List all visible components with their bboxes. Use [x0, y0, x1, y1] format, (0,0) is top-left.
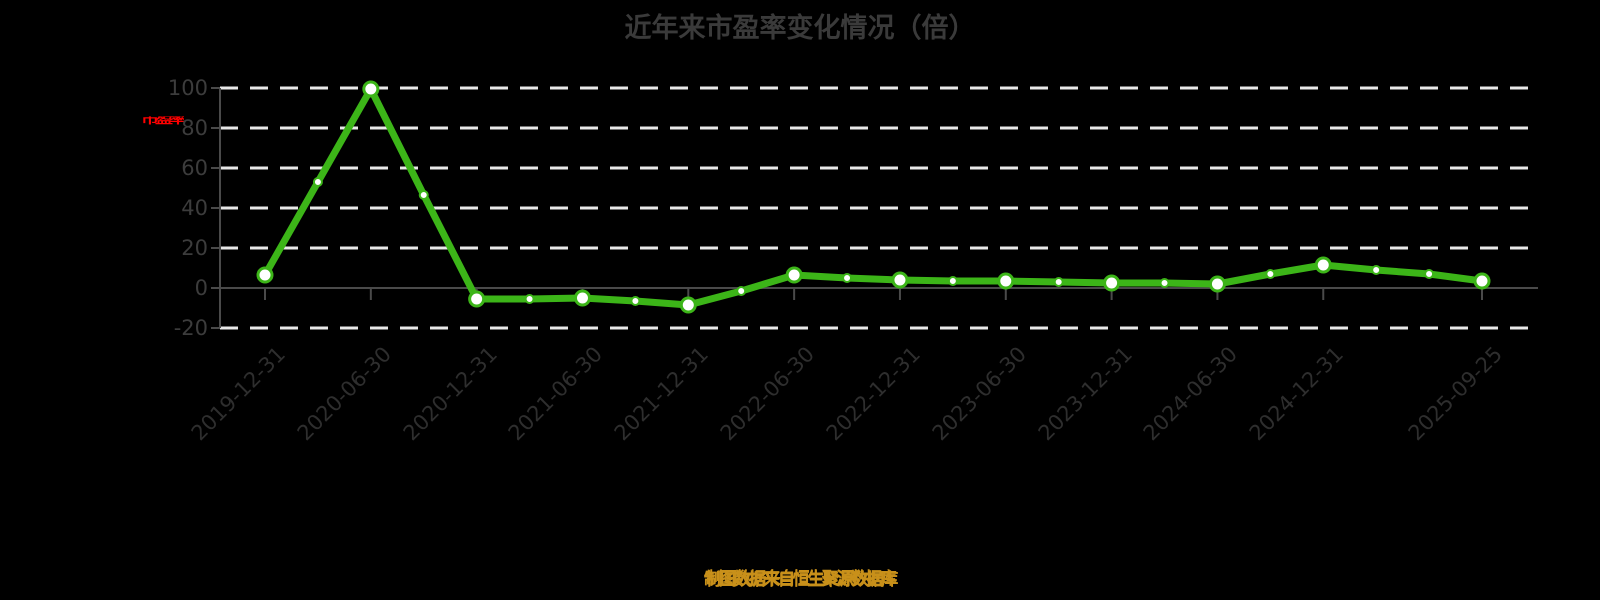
- chart-title: 近年来市盈率变化情况（倍）: [624, 13, 976, 44]
- footer-source-text-overlay: 制图数据来自恒生聚源数据库: [703, 570, 899, 590]
- y-axis-tick-label: 20: [181, 236, 208, 260]
- y-axis-tick-label: 80: [181, 116, 208, 140]
- data-series-line: [261, 85, 1486, 309]
- x-axis-ticks: [264, 288, 1483, 300]
- footer-source-note: 制图数据来自恒生聚源数据库 制图数据来自恒生聚源数据库: [0, 564, 1600, 590]
- y-axis-tick-label: -20: [173, 316, 208, 340]
- gridlines: [220, 86, 1538, 330]
- footer-source-text: 制图数据来自恒生聚源数据库: [705, 569, 897, 589]
- y-axis-tick-label: 100: [167, 76, 208, 100]
- y-axis-tick-label: 0: [194, 276, 208, 300]
- y-axis-tick-label: 40: [181, 196, 208, 220]
- y-axis-title: 市盈率: [141, 116, 184, 127]
- data-series-markers: [256, 80, 1491, 314]
- y-axis-ticks: [211, 87, 220, 329]
- y-axis-tick-label: 60: [181, 156, 208, 180]
